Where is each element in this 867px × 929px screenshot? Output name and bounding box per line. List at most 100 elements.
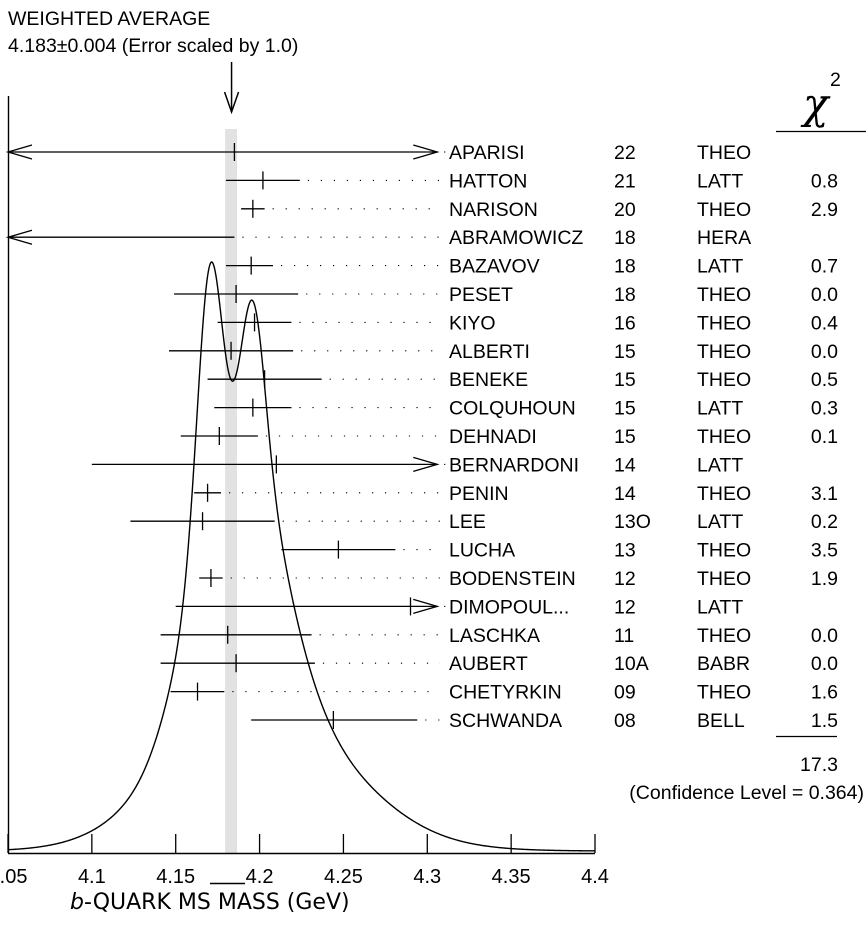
measurement-year: 15 [614,398,636,420]
measurement-row: LASCHKA 11 THEO 0.0 [160,625,838,647]
measurement-row: DEHNADI 15 THEO 0.1 [180,426,838,448]
x-tick-label: 4.35 [492,866,531,888]
x-tick-label: 4.3 [413,866,441,888]
measurement-year: 20 [614,199,636,221]
measurement-chi2: 0.2 [811,511,838,533]
measurement-year: 12 [614,596,636,618]
measurement-name: AUBERT [449,653,528,675]
x-tick-label: 4.05 [0,866,27,888]
measurement-row: KIYO 16 THEO 0.4 [217,312,838,334]
x-tick-label: 4.2 [246,866,274,888]
measurement-year: 22 [614,142,636,164]
measurement-type: LATT [697,596,743,618]
measurement-type: LATT [697,398,743,420]
measurement-chi2: 0.4 [811,312,838,334]
measurement-chi2: 0.1 [811,426,838,448]
measurement-chi2: 0.0 [811,625,838,647]
measurement-year: 12 [614,568,636,590]
measurement-year: 14 [614,483,636,505]
x-ticks: 4.05 4.1 4.15 4.2 4.25 4.3 4.35 4.4 [0,834,609,888]
ideogram-curve [7,261,596,852]
measurement-year: 18 [614,256,636,278]
measurement-row: LUCHA 13 THEO 3.5 [281,540,838,562]
measurement-year: 08 [614,710,636,732]
right-arrow [413,598,440,615]
chi2-header: χ [800,79,831,128]
measurement-chi2: 1.6 [811,682,838,704]
measurement-type: LATT [697,256,743,278]
measurement-year: 09 [614,682,636,704]
chart-title: WEIGHTED AVERAGE [8,8,210,30]
measurement-year: 13O [614,511,651,533]
measurement-type: THEO [697,369,751,391]
measurement-name: LASCHKA [449,625,540,647]
chi2-total: 17.3 [800,754,838,776]
measurement-year: 18 [614,227,636,249]
measurement-row: BAZAVOV 18 LATT 0.7 [226,256,838,278]
measurement-type: THEO [697,540,751,562]
left-arrow [5,144,33,160]
measurement-name: BODENSTEIN [449,568,576,590]
measurement-year: 14 [614,454,636,476]
right-arrow [413,144,440,160]
average-value: 4.183±0.004 (Error scaled by 1.0) [8,35,298,57]
measurement-year: 15 [614,369,636,391]
x-tick-label: 4.15 [156,866,195,888]
measurement-name: BENEKE [449,369,528,391]
measurement-row: ALBERTI 15 THEO 0.0 [169,341,838,363]
measurement-row: SCHWANDA 08 BELL 1.5 [251,710,838,732]
confidence-level: (Confidence Level = 0.364) [629,782,864,804]
measurement-chi2: 0.5 [811,369,838,391]
left-arrow [5,229,33,245]
x-tick-label: 4.1 [78,866,106,888]
measurement-name: DIMOPOUL... [449,596,569,618]
measurement-name: APARISI [449,142,525,164]
measurement-type: LATT [697,511,743,533]
measurement-name: CHETYRKIN [449,682,562,704]
measurement-row: AUBERT 10A BABR 0.0 [160,653,838,675]
measurement-name: PENIN [449,483,509,505]
measurement-name: KIYO [449,312,496,334]
measurement-row: NARISON 20 THEO 2.9 [241,199,838,221]
average-arrow-head [223,91,240,115]
measurement-year: 16 [614,312,636,334]
measurement-year: 21 [614,170,636,192]
measurement-chi2: 0.3 [811,398,838,420]
measurement-name: LUCHA [449,540,515,562]
measurement-row: COLQUHOUN 15 LATT 0.3 [214,398,838,420]
x-tick-label: 4.4 [581,866,609,888]
measurement-chi2: 3.5 [811,540,838,562]
measurement-year: 18 [614,284,636,306]
measurement-year: 11 [614,625,634,647]
measurement-chi2: 2.9 [811,199,838,221]
x-axis-title: b-QUARK MS MASS (GeV) [70,890,350,915]
measurement-name: PESET [449,284,513,306]
measurement-type: THEO [697,341,751,363]
measurement-name: COLQUHOUN [449,398,576,420]
measurement-name: BERNARDONI [449,454,579,476]
measurement-name: NARISON [449,199,538,221]
measurement-type: THEO [697,568,751,590]
measurement-row: CHETYRKIN 09 THEO 1.6 [170,682,838,704]
measurement-type: THEO [697,312,751,334]
measurement-row: HATTON 21 LATT 0.8 [226,170,838,192]
measurement-chi2: 0.8 [811,170,838,192]
measurement-year: 15 [614,341,636,363]
measurement-name: BAZAVOV [449,256,540,278]
measurement-row: BODENSTEIN 12 THEO 1.9 [199,568,838,590]
measurement-year: 15 [614,426,636,448]
measurement-row: APARISI 22 THEO [5,142,751,164]
measurement-rows: APARISI 22 THEO HATTON 21 LATT 0.8 NARISON 20 THE… [5,142,838,732]
x-tick-label: 4.25 [324,866,363,888]
measurement-chi2: 1.9 [811,568,838,590]
measurement-row: LEE 13O LATT 0.2 [130,511,838,533]
measurement-chi2: 0.7 [811,256,838,278]
measurement-name: HATTON [449,170,527,192]
measurement-chi2: 1.5 [811,710,838,732]
measurement-chi2: 0.0 [811,284,838,306]
measurement-name: SCHWANDA [449,710,562,732]
measurement-chi2: 3.1 [811,483,838,505]
measurement-row: ABRAMOWICZ 18 HERA [5,227,751,249]
measurement-name: DEHNADI [449,426,537,448]
